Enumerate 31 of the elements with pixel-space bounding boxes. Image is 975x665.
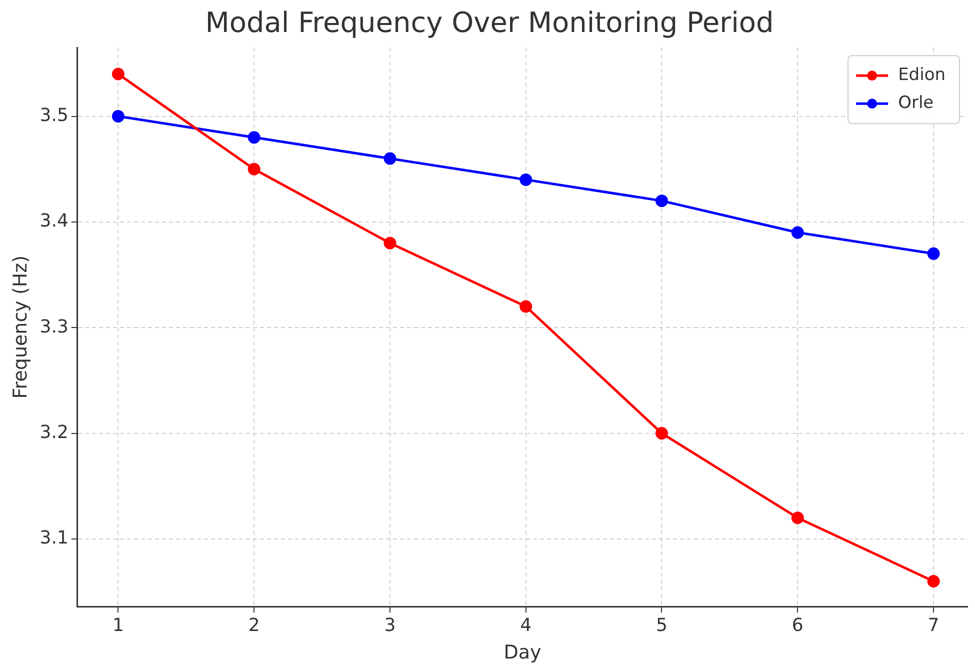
point <box>520 173 532 186</box>
legend-label: Edion <box>898 65 946 86</box>
y-tick-label: 3.2 <box>40 422 68 443</box>
y-tick-label: 3.4 <box>40 210 68 232</box>
x-tick-label: 2 <box>248 615 260 636</box>
point <box>927 574 940 588</box>
point <box>248 131 260 144</box>
chart-title: Modal Frequency Over Monitoring Period <box>205 6 774 40</box>
point <box>656 427 668 440</box>
x-axis-title: Day <box>504 642 542 664</box>
x-tick-label: 6 <box>792 615 804 636</box>
y-axis-title: Frequency (Hz) <box>9 255 32 399</box>
x-tick-label: 3 <box>384 615 396 636</box>
y-tick-label: 3.1 <box>40 528 68 549</box>
point <box>384 152 396 165</box>
x-tick-label: 4 <box>520 615 532 636</box>
point <box>112 68 124 80</box>
point <box>656 194 668 208</box>
point <box>927 247 940 260</box>
point <box>791 226 804 239</box>
x-tick-label: 7 <box>928 615 940 636</box>
point <box>791 512 804 524</box>
x-tick-label: 1 <box>112 615 124 636</box>
y-tick-label: 3.3 <box>40 316 68 338</box>
legend-label: Orle <box>898 93 934 114</box>
point <box>384 236 396 250</box>
point <box>520 300 532 313</box>
point <box>248 162 260 176</box>
y-tick-label: 3.5 <box>40 104 68 126</box>
x-tick-label: 5 <box>656 615 668 636</box>
point <box>112 110 124 123</box>
